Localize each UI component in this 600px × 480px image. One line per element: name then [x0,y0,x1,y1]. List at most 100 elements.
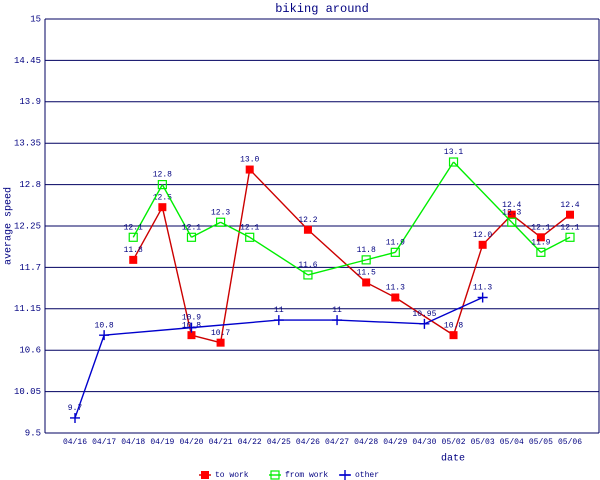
data-label: 13.1 [444,148,463,157]
data-point [129,255,138,264]
line-segment [191,334,221,344]
line-segment [307,259,367,276]
data-point [186,232,197,242]
y-tick-label: 12.8 [19,180,41,190]
data-label: 10.8 [95,321,114,330]
data-point [478,240,487,249]
line-segment [307,229,367,283]
data-point [187,331,196,340]
line-segment [511,221,542,253]
x-tick-label: 04/26 [296,438,320,447]
data-label: 10.7 [211,329,230,338]
x-tick-label: 04/25 [267,438,291,447]
x-tick-label: 04/20 [179,438,203,447]
line-segment [219,169,251,343]
data-label: 11.8 [124,246,143,255]
x-axis-label: date [441,453,465,465]
data-point [507,217,517,227]
legend-marker [270,470,280,480]
line-segment [337,319,425,325]
x-tick-label: 05/06 [558,438,582,447]
data-point [216,338,225,347]
data-label: 10.8 [444,321,463,330]
data-label: 12.1 [560,223,579,232]
data-point [361,255,371,265]
y-tick-label: 9.5 [25,428,41,438]
y-tick-label: 11.15 [14,304,41,314]
data-point [536,233,545,242]
data-point [157,180,167,190]
line-segment [191,221,221,238]
data-label: 11 [332,306,342,315]
data-label: 12.2 [298,216,317,225]
data-point [565,232,575,242]
x-tick-label: 04/18 [121,438,145,447]
data-point [245,232,255,242]
data-point [186,322,197,333]
line-segment [482,214,513,246]
legend-label: to work [215,471,249,480]
data-point [419,318,430,329]
data-point [273,315,284,326]
data-point [303,225,312,234]
data-label: 12.1 [531,223,550,232]
data-label: 12.3 [211,208,230,217]
x-tick-label: 05/05 [529,438,553,447]
line-segment [394,161,455,253]
data-point [70,412,80,423]
line-segment [453,161,513,223]
line-segment [220,221,251,238]
data-label: 12.4 [560,201,579,210]
data-label: 12.1 [124,223,143,232]
data-point [158,203,167,212]
y-tick-label: 14.45 [14,56,41,66]
data-label: 11.3 [473,284,492,293]
data-label: 13.0 [240,156,259,165]
x-tick-label: 04/30 [412,438,436,447]
data-label: 11.8 [357,246,376,255]
x-tick-label: 04/22 [238,438,262,447]
data-point [362,278,371,287]
line-segment [161,184,193,238]
line-segment [132,206,163,261]
line-segment [452,244,484,336]
x-tick-label: 05/02 [442,438,466,447]
data-point [215,217,226,227]
line-segment [249,169,309,231]
line-segment [74,334,105,419]
data-point [391,293,400,302]
legend-label: other [355,471,379,480]
legend-marker [201,471,209,479]
y-tick-label: 10.05 [14,387,41,397]
y-tick-label: 15 [30,14,41,24]
data-point [303,270,313,280]
line-segment [104,326,192,336]
line-segment [249,236,309,276]
x-tick-label: 04/28 [354,438,378,447]
y-tick-label: 12.25 [14,221,41,231]
data-label: 12.1 [240,223,259,232]
data-label: 12.0 [473,231,492,240]
data-label: 11.9 [386,238,405,247]
data-point [449,331,458,340]
x-tick-label: 04/17 [92,438,116,447]
y-tick-label: 13.9 [19,97,41,107]
data-point [390,247,400,257]
data-label: 11.9 [531,238,550,247]
data-label: 12.5 [153,193,172,202]
data-label: 11 [274,306,284,315]
y-tick-label: 10.6 [19,346,41,356]
data-label: 12.4 [502,201,521,210]
data-point [536,247,546,257]
x-tick-label: 05/03 [471,438,495,447]
legend-marker [340,470,350,480]
line-segment [161,207,193,336]
x-tick-label: 04/16 [63,438,87,447]
data-label: 12.1 [182,223,201,232]
data-label: 12.8 [153,171,172,180]
y-tick-label: 13.35 [14,139,41,149]
line-segment [540,236,571,253]
line-segment [191,319,279,329]
